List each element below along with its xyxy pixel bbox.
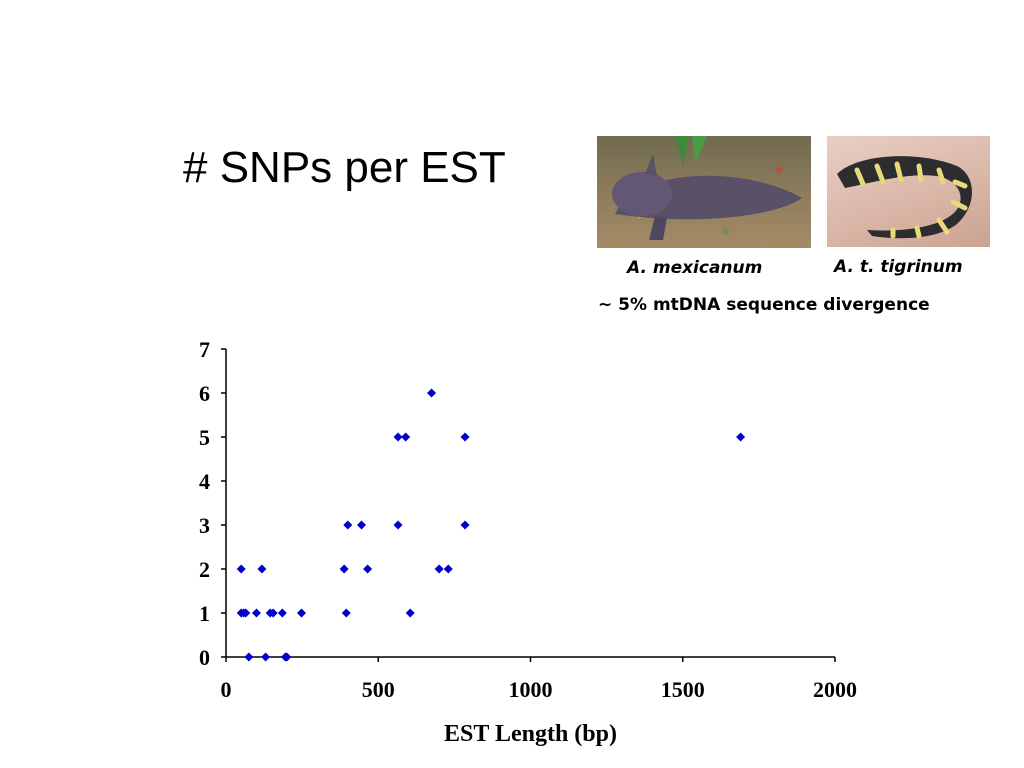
chart-axes <box>225 349 835 658</box>
y-tick-label: 6 <box>199 381 210 406</box>
data-point <box>244 652 254 662</box>
x-tick-label: 1000 <box>509 677 553 702</box>
caption-axolotl: A. mexicanum <box>627 258 763 278</box>
y-tick-label: 7 <box>199 337 210 362</box>
data-point <box>277 608 287 618</box>
data-point <box>393 520 403 530</box>
data-point <box>343 520 353 530</box>
data-point <box>401 432 411 442</box>
y-tick-label: 4 <box>199 469 210 494</box>
x-tick-label: 2000 <box>813 677 857 702</box>
data-point <box>261 652 271 662</box>
x-tick-label: 1500 <box>661 677 705 702</box>
data-point <box>268 608 278 618</box>
slide-title: # SNPs per EST <box>183 143 506 192</box>
tiger-salamander-photo <box>827 136 990 247</box>
x-ticks: 0 500 1000 1500 2000 <box>221 657 857 702</box>
data-point <box>736 432 746 442</box>
x-tick-label: 500 <box>362 677 395 702</box>
data-point <box>405 608 415 618</box>
tiger-salamander-illustration <box>837 156 972 239</box>
data-point <box>251 608 261 618</box>
y-tick-label: 5 <box>199 425 210 450</box>
data-points <box>236 388 746 662</box>
data-point <box>241 608 251 618</box>
data-point <box>443 564 453 574</box>
data-point <box>282 652 292 662</box>
data-point <box>393 432 403 442</box>
data-point <box>357 520 367 530</box>
data-point <box>339 564 349 574</box>
data-point <box>434 564 444 574</box>
data-point <box>460 432 470 442</box>
data-point <box>363 564 373 574</box>
axolotl-illustration <box>612 136 802 240</box>
x-axis-title: EST Length (bp) <box>444 721 617 747</box>
caption-tigrinum: A. t. tigrinum <box>834 257 963 277</box>
data-point <box>236 564 246 574</box>
y-tick-label: 1 <box>199 601 210 626</box>
y-tick-label: 3 <box>199 513 210 538</box>
data-point <box>460 520 470 530</box>
y-tick-label: 0 <box>199 645 210 670</box>
data-point <box>297 608 307 618</box>
y-ticks: 0 1 2 3 4 5 6 7 <box>199 337 226 670</box>
data-point <box>427 388 437 398</box>
x-tick-label: 0 <box>221 677 232 702</box>
data-point <box>341 608 351 618</box>
data-point <box>257 564 267 574</box>
axolotl-photo <box>597 136 811 248</box>
divergence-note: ~ 5% mtDNA sequence divergence <box>598 295 930 315</box>
y-tick-label: 2 <box>199 557 210 582</box>
